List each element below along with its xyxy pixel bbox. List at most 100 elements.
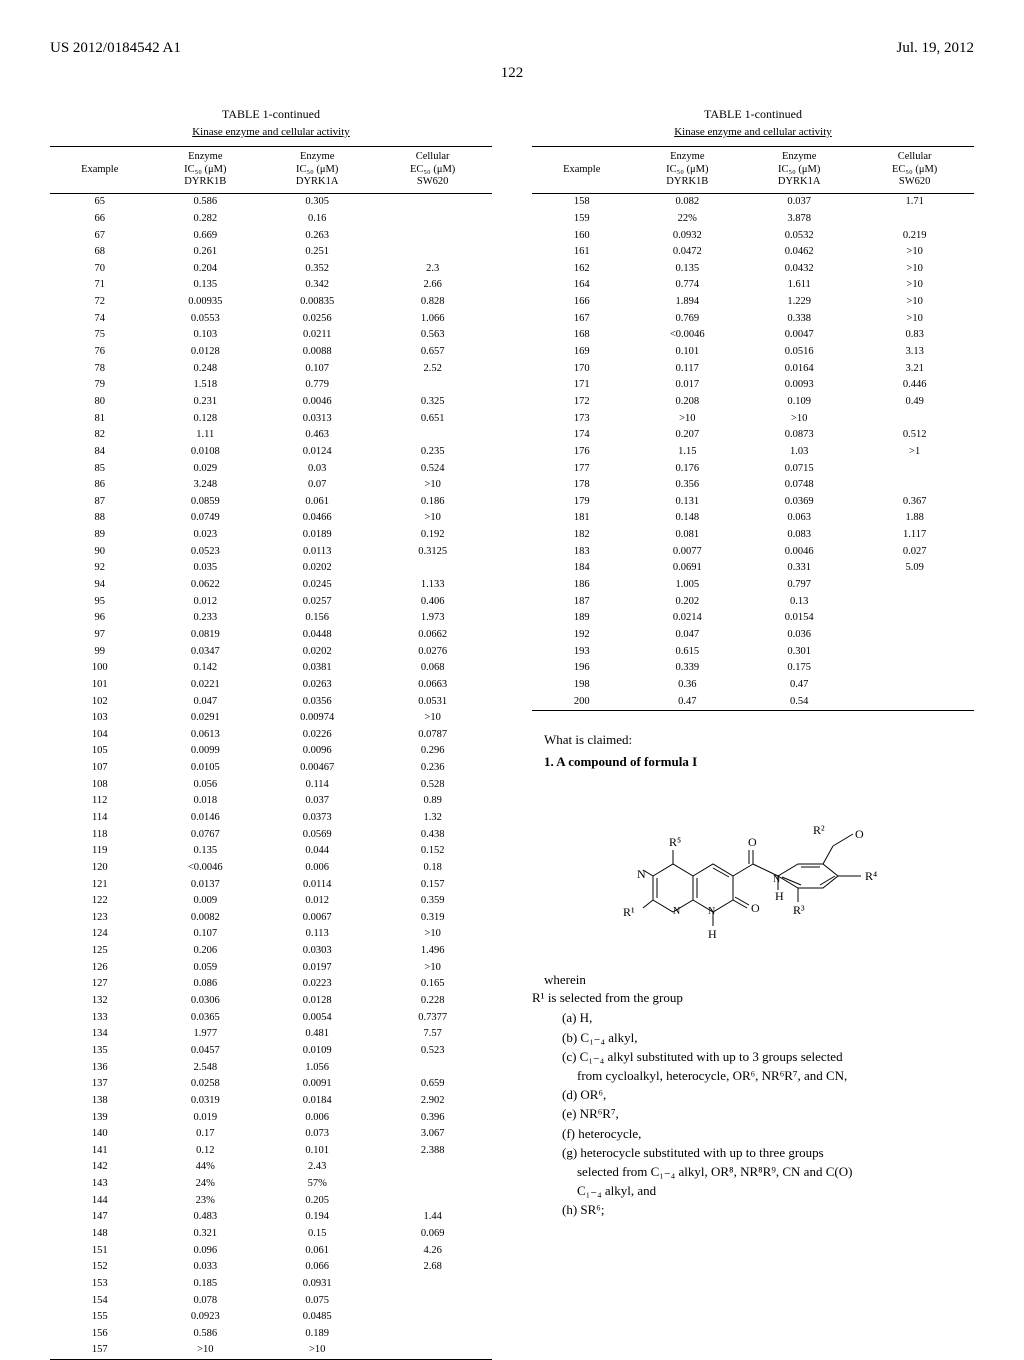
table-cell: 0.0099 — [149, 743, 261, 760]
table-cell: 65 — [50, 193, 149, 210]
table-cell: 107 — [50, 760, 149, 777]
table-cell: 0.0485 — [261, 1309, 373, 1326]
claim-sub-item: (b) C₁₋₄ alkyl, — [532, 1029, 974, 1047]
table-cell: >10 — [373, 710, 492, 727]
svg-text:N: N — [637, 867, 646, 881]
table-cell: 0.0448 — [261, 626, 373, 643]
table-cell: 0.00935 — [149, 294, 261, 311]
data-table-right: ExampleEnzymeIC₅₀ (μM)DYRK1BEnzymeIC₅₀ (… — [532, 146, 974, 711]
table-cell: 90 — [50, 543, 149, 560]
table-cell: 0.0749 — [149, 510, 261, 527]
table-cell: 0.206 — [149, 943, 261, 960]
table-cell: >10 — [855, 260, 974, 277]
publication-date: Jul. 19, 2012 — [896, 40, 974, 57]
table-row: 120<0.00460.0060.18 — [50, 859, 492, 876]
table-cell: <0.0046 — [631, 327, 743, 344]
table-row: 1380.03190.01842.902 — [50, 1092, 492, 1109]
table-column-header: EnzymeIC₅₀ (μM)DYRK1A — [743, 147, 855, 194]
table-cell: 0.0819 — [149, 626, 261, 643]
table-row: 168<0.00460.00470.83 — [532, 327, 974, 344]
table-cell: 0.0257 — [261, 593, 373, 610]
table-cell: 0.233 — [149, 610, 261, 627]
table-cell: 0.044 — [261, 843, 373, 860]
table-cell: >10 — [373, 959, 492, 976]
table-cell: 136 — [50, 1059, 149, 1076]
table-cell — [373, 244, 492, 261]
table-cell: 0.0873 — [743, 427, 855, 444]
table-cell: 0.0258 — [149, 1076, 261, 1093]
table-cell: 0.438 — [373, 826, 492, 843]
table-row: 2000.470.54 — [532, 693, 974, 710]
table-cell: 0.012 — [149, 593, 261, 610]
table-cell — [373, 1275, 492, 1292]
table-cell — [855, 676, 974, 693]
table-cell: 0.037 — [261, 793, 373, 810]
table-row: 810.1280.03130.651 — [50, 410, 492, 427]
table-cell: 114 — [50, 809, 149, 826]
table-cell: 0.185 — [149, 1275, 261, 1292]
table-cell: 0.059 — [149, 959, 261, 976]
table-cell: 3.21 — [855, 360, 974, 377]
table-cell: 1.496 — [373, 943, 492, 960]
table-cell: 0.263 — [261, 227, 373, 244]
table-row: 920.0350.0202 — [50, 560, 492, 577]
table-cell: 0.0569 — [261, 826, 373, 843]
table-cell: 0.0054 — [261, 1009, 373, 1026]
claims-section: What is claimed: 1. A compound of formul… — [532, 731, 974, 1221]
table-row: 740.05530.02561.066 — [50, 310, 492, 327]
table-row: 710.1350.3422.66 — [50, 277, 492, 294]
claim-sub-item: selected from C₁₋₄ alkyl, OR⁸, NR⁸R⁹, CN… — [532, 1163, 974, 1181]
table-cell: 0.228 — [373, 993, 492, 1010]
svg-text:R²: R² — [813, 823, 825, 837]
table-cell: 0.651 — [373, 410, 492, 427]
table-cell: 135 — [50, 1042, 149, 1059]
table-cell: 23% — [149, 1192, 261, 1209]
content-columns: TABLE 1-continued Kinase enzyme and cell… — [50, 107, 974, 1360]
table-cell: 0.0214 — [631, 610, 743, 627]
table-row: 1540.0780.075 — [50, 1292, 492, 1309]
table-cell — [373, 1325, 492, 1342]
table-cell — [855, 460, 974, 477]
table-cell: 0.352 — [261, 260, 373, 277]
table-row: 173>10>10 — [532, 410, 974, 427]
table-row: 1770.1760.0715 — [532, 460, 974, 477]
table-cell: 80 — [50, 393, 149, 410]
table-cell: 1.15 — [631, 443, 743, 460]
table-cell: 0.446 — [855, 377, 974, 394]
table-row: 880.07490.0466>10 — [50, 510, 492, 527]
table-cell: 0.018 — [149, 793, 261, 810]
table-cell: 0.061 — [261, 493, 373, 510]
table-cell: 0.152 — [373, 843, 492, 860]
table-row: 1480.3210.150.069 — [50, 1226, 492, 1243]
table-cell: 2.43 — [261, 1159, 373, 1176]
table-cell: 0.301 — [743, 643, 855, 660]
table-cell: 0.0313 — [261, 410, 373, 427]
table-cell: 0.282 — [149, 210, 261, 227]
table-cell: 151 — [50, 1242, 149, 1259]
claim-sub-item: (c) C₁₋₄ alkyl substituted with up to 3 … — [532, 1048, 974, 1066]
table-cell: 86 — [50, 477, 149, 494]
table-cell — [855, 593, 974, 610]
table-cell: 0.0114 — [261, 876, 373, 893]
table-row: 1600.09320.05320.219 — [532, 227, 974, 244]
table-cell — [855, 577, 974, 594]
table-cell: 0.235 — [373, 443, 492, 460]
table-cell: 0.0046 — [261, 393, 373, 410]
table-cell: 0.0472 — [631, 244, 743, 261]
table-row: 1240.1070.113>10 — [50, 926, 492, 943]
table-cell: 137 — [50, 1076, 149, 1093]
publication-number: US 2012/0184542 A1 — [50, 40, 181, 57]
table-cell: 1.056 — [261, 1059, 373, 1076]
table-cell: 0.0128 — [261, 993, 373, 1010]
table-cell: 0.586 — [149, 1325, 261, 1342]
svg-text:H: H — [775, 889, 784, 903]
table-cell: 0.669 — [149, 227, 261, 244]
table-cell: 5.09 — [855, 560, 974, 577]
table-cell: >10 — [261, 1342, 373, 1359]
table-cell: 0.0457 — [149, 1042, 261, 1059]
table-cell: 0.0347 — [149, 643, 261, 660]
table-caption-left: TABLE 1-continued — [50, 107, 492, 122]
table-cell — [373, 227, 492, 244]
table-cell: 0.135 — [149, 277, 261, 294]
table-row: 1400.170.0733.067 — [50, 1126, 492, 1143]
